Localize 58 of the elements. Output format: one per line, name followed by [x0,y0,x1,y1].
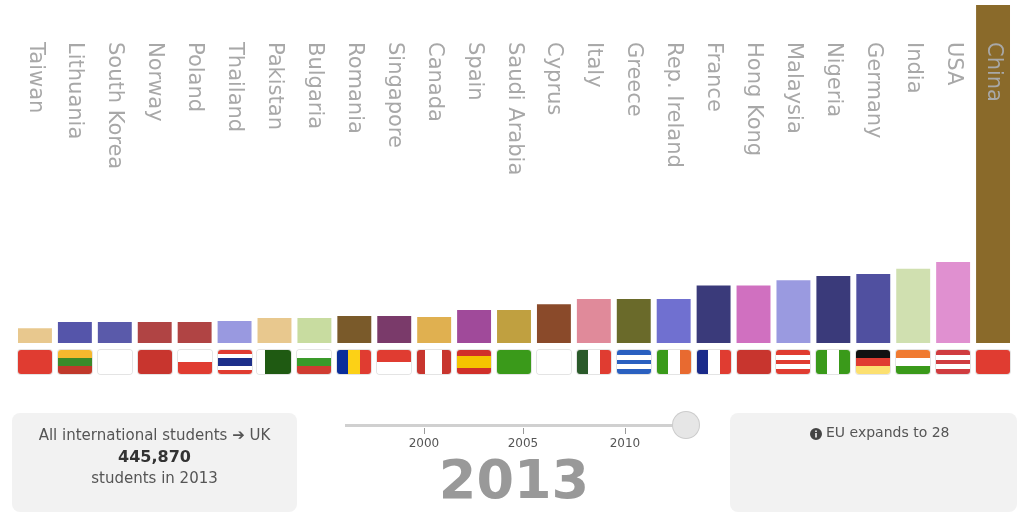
bar [417,316,452,343]
bar [257,317,292,343]
bar [17,328,52,343]
text: 445,870 [117,447,192,466]
x-tick-label: Spain [463,42,488,101]
x-tick-label: France [703,42,728,112]
x-tick-label: Nigeria [822,42,847,118]
x-tick-label: USA [942,42,967,87]
bar [377,315,412,343]
bar [137,322,172,343]
bar [217,321,252,343]
bar [936,261,971,343]
bar [297,317,332,343]
bar [57,322,92,343]
x-tick-label: Canada [423,42,448,122]
bar [536,304,571,343]
x-tick-label: Lithuania [64,42,89,140]
bar [816,276,851,343]
bar [616,299,651,343]
bar [497,309,531,343]
text: All international students ➔ UK [37,426,272,444]
bar [696,285,731,343]
text: 2000 [407,436,441,450]
text: EU expands to 28 [826,424,950,440]
x-tick-label: Bulgaria [303,42,328,130]
text: students in 2013 [90,469,219,487]
bar [337,315,372,343]
bar [177,322,212,343]
bar [656,299,691,343]
bar [736,285,771,343]
bar [776,280,811,343]
x-tick-label: South Korea [104,42,129,170]
x-tick-label: Saudi Arabia [503,42,528,176]
x-tick-label: Poland [184,42,209,113]
bar [856,274,891,343]
x-tick-label: China [982,42,1007,102]
text: 2005 [506,436,540,450]
x-tick-label: Rep. Ireland [663,42,688,168]
x-tick-label: Italy [583,42,608,88]
x-tick-label: Romania [343,42,368,134]
x-tick-label: Thailand [224,41,249,133]
bar [976,5,1011,343]
x-tick-label: Cyprus [543,42,568,116]
bar [97,322,132,343]
bar [576,299,611,343]
x-tick-label: Germany [862,42,887,139]
text: 2010 [608,436,642,450]
bar [896,268,931,343]
x-tick-label: Pakistan [264,42,289,130]
text: 2013 [438,448,590,511]
x-tick-label: Norway [144,42,169,122]
bar [457,309,492,343]
x-tick-label: India [902,42,927,94]
x-tick-label: Hong Kong [743,42,768,157]
x-tick-label: Malaysia [782,42,807,134]
x-tick-label: Taiwan [24,41,49,114]
x-tick-label: Greece [623,42,648,117]
x-tick-label: Singapore [383,42,408,148]
